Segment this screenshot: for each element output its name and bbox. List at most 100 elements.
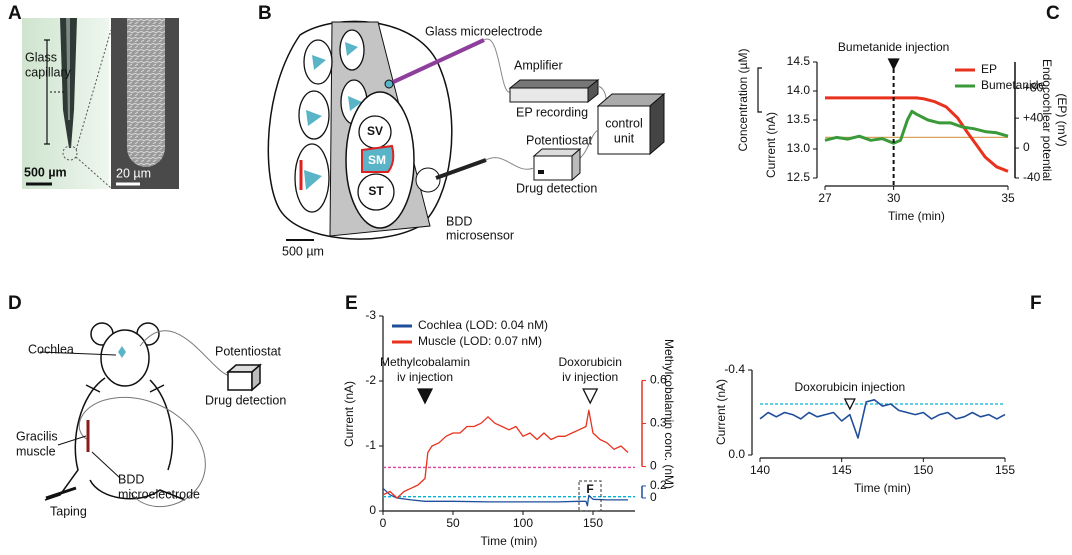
legend-label: EP: [981, 62, 997, 76]
scala-media: [304, 170, 322, 190]
y-tick-label: 14.5: [787, 54, 811, 68]
annotation: iv injection: [397, 370, 453, 384]
series-line: [759, 399, 1006, 439]
panel-letter: F: [1030, 293, 1042, 314]
y-tick-label: -3: [365, 308, 376, 322]
label: unit: [614, 131, 635, 145]
inset-label: F: [586, 482, 593, 496]
wire: [483, 38, 511, 93]
y-tick-label: 0.0: [728, 447, 745, 461]
x-tick-label: 35: [1001, 191, 1015, 205]
x-tick-label: 140: [750, 463, 770, 477]
x-tick-label: 155: [995, 463, 1015, 477]
leader: [91, 451, 121, 479]
annotation: Doxorubicin: [559, 355, 622, 369]
label: Taping: [50, 504, 87, 518]
y2-tick-label: 0: [650, 459, 657, 473]
body: [44, 377, 186, 501]
panel-letter: E: [345, 293, 358, 314]
y-axis-label: Current (nA): [714, 379, 728, 445]
electrode-tip: [384, 79, 394, 89]
y2-tick-label: 0.2: [650, 478, 667, 492]
label: Glass microelectrode: [425, 24, 542, 38]
y-tick-label: 14.0: [787, 83, 811, 97]
annotation-marker: [843, 398, 856, 411]
label: EP recording: [516, 105, 588, 119]
series-line: [824, 109, 1009, 145]
label: BDD: [118, 472, 144, 486]
scale-label: 500 µm: [24, 165, 67, 179]
panel-letter: D: [8, 293, 22, 314]
tape: [45, 486, 77, 500]
series-line: [825, 96, 1009, 173]
label: microsensor: [446, 228, 514, 242]
panel-letter: C: [1046, 3, 1060, 24]
microelectrode: [388, 38, 485, 86]
wire: [485, 157, 535, 170]
label: Potentiostat: [215, 344, 282, 358]
x-tick-label: 27: [818, 191, 832, 205]
amplifier: [508, 79, 600, 89]
potentiostat: [571, 147, 581, 182]
annotation: Doxorubicin injection: [794, 380, 905, 394]
label: SM: [368, 153, 386, 167]
legend-label: Muscle (LOD: 0.07 nM): [418, 334, 542, 348]
y-tick-label: 12.5: [787, 170, 811, 184]
label: BDD: [446, 214, 472, 228]
annotation-marker: [887, 58, 900, 71]
x-axis-label: Time (min): [888, 209, 945, 223]
series-line: [382, 409, 629, 499]
y-tick-label: -2: [365, 373, 376, 387]
y2-tick-label: 0: [650, 490, 657, 504]
label: ST: [368, 184, 384, 198]
scala-media: [348, 96, 362, 111]
x-tick-label: 50: [446, 516, 460, 530]
label: Drug detection: [516, 181, 597, 195]
label: Potentiostat: [526, 133, 593, 147]
annotation: Methylcobalamin: [380, 355, 470, 369]
potentiostat: [533, 155, 573, 181]
x-axis-label: Time (min): [481, 534, 538, 548]
panel-a: A Glass capillary 500 µm 20 µm: [8, 3, 179, 189]
paws: [85, 384, 165, 393]
series-line: [382, 487, 628, 507]
leader: [57, 435, 87, 446]
label: capillary: [25, 65, 72, 79]
y-tick-label: 13.5: [787, 112, 811, 126]
x-tick-label: 30: [887, 191, 901, 205]
sensor-site: [415, 167, 441, 193]
x-tick-label: 100: [513, 516, 533, 530]
scala-media: [345, 42, 358, 56]
zoom-line: [75, 29, 112, 151]
panel-letter: B: [258, 3, 272, 24]
y2-tick-label: 0: [1023, 140, 1030, 154]
label: SV: [367, 124, 383, 138]
wire: [139, 330, 231, 377]
label: control: [605, 116, 643, 130]
annotation-marker: [416, 388, 434, 405]
y2-tick-label: +40: [1023, 110, 1044, 124]
wire: [577, 129, 599, 161]
potentiostat: [227, 371, 253, 391]
amplifier: [509, 87, 589, 103]
y2-tick-label: 0.6: [650, 373, 667, 387]
y2-tick-label: 0.3: [650, 416, 667, 430]
annotation: Bumetanide injection: [838, 40, 949, 54]
head: [100, 329, 150, 387]
y2-axis-label: Methylcobalamin conc. (nM): [662, 339, 676, 489]
y-axis-label: Current (nA): [342, 381, 356, 447]
panel-b: B SV SM ST Glass microelectrode Amplifie…: [258, 3, 666, 258]
y-tick-label: 0: [369, 503, 376, 517]
bracket: [44, 39, 50, 145]
scale-bar: [757, 67, 762, 113]
st: [357, 173, 395, 211]
y2-tick-label: +80: [1023, 80, 1044, 94]
tip-circle: [62, 145, 78, 161]
cochlea-site: [118, 346, 126, 358]
scale-label: 500 µm: [282, 244, 324, 258]
bdd-sensor: [435, 158, 487, 180]
legend-label: Bumetanide: [981, 78, 1045, 92]
capillary-highlight: [66, 18, 70, 120]
label: microelectrode: [118, 487, 200, 501]
